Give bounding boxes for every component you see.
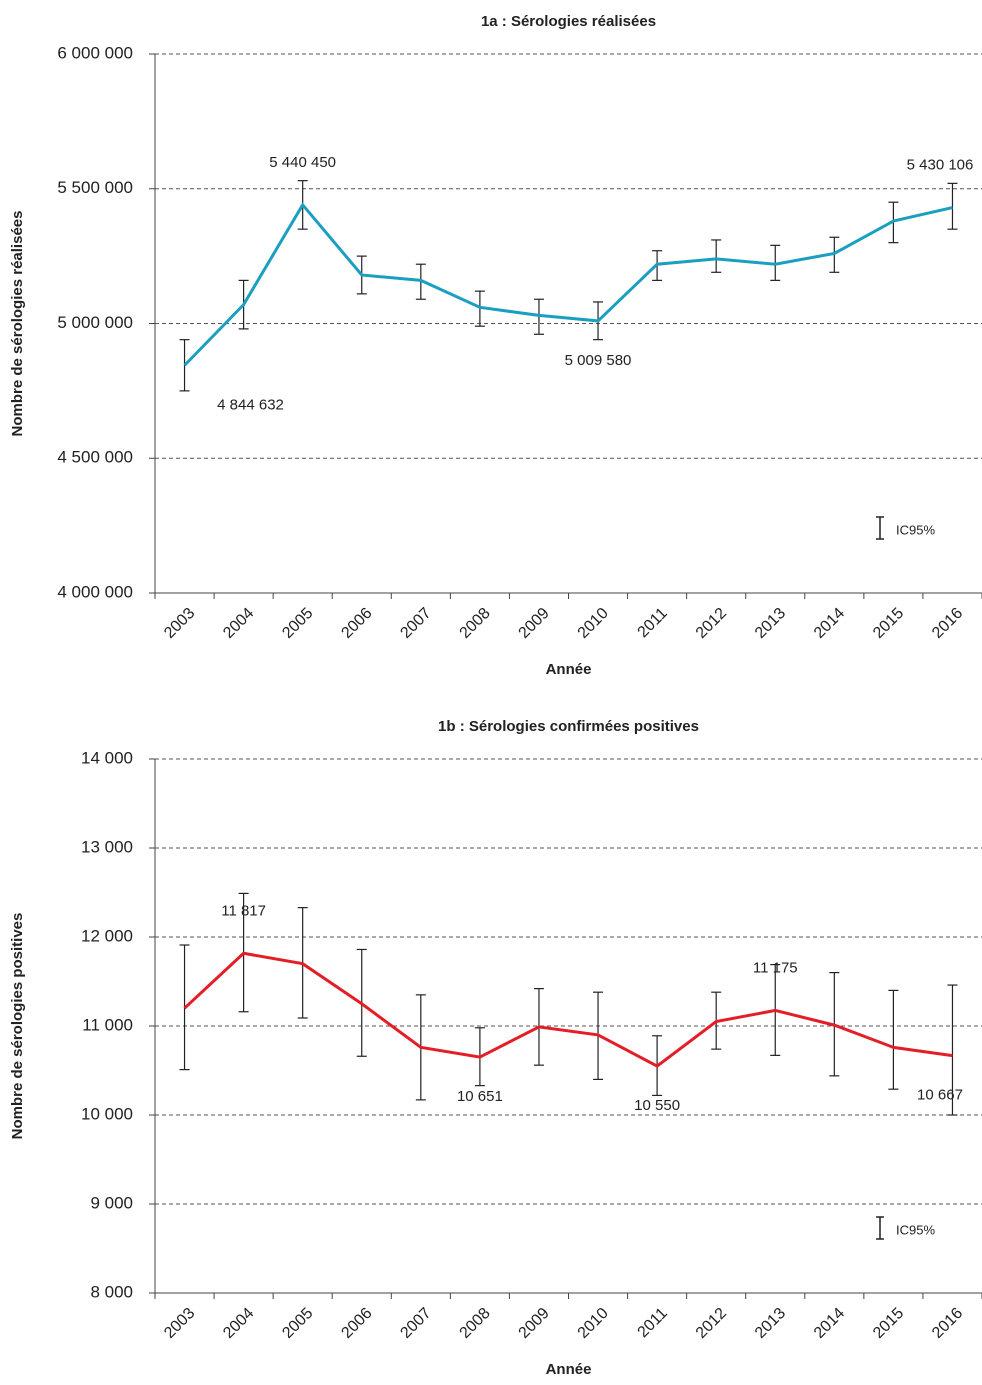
y-tick-label: 4 500 000 [57,448,133,467]
value-label: 11 175 [753,959,798,976]
x-tick-label: 2005 [279,605,316,642]
line [183,202,953,367]
value-label: 10 651 [457,1088,503,1105]
chart-title: 1b : Sérologies confirmées positives [438,718,699,735]
x-tick-label: 2006 [338,1305,375,1342]
x-tick-label: 2004 [220,1305,257,1342]
x-tick-label: 2012 [693,605,730,642]
error-bar [947,984,958,1116]
x-tick-label: 2009 [516,1305,553,1342]
y-tick-label: 6 000 000 [57,43,133,62]
y-axis-label: Nombre de sérologies réalisées [9,211,26,437]
x-tick-label: 2013 [752,1305,789,1342]
x-tick-label: 2012 [693,1305,730,1342]
error-bar [888,989,899,1090]
x-tick-label: 2008 [457,605,494,642]
line [183,951,953,1068]
value-label: 4 844 632 [217,396,284,413]
legend-label: IC95% [896,1222,935,1237]
value-label: 5 440 450 [269,154,336,171]
x-tick-label: 2015 [870,605,907,642]
x-tick-label: 2006 [338,605,375,642]
x-tick-label: 2016 [929,605,966,642]
y-axis-label: Nombre de sérologies positives [9,913,26,1140]
x-tick-label: 2007 [397,605,434,642]
x-tick-label: 2007 [397,1305,434,1342]
x-tick-label: 2003 [161,605,198,642]
x-tick-label: 2014 [811,605,848,642]
y-tick-label: 4 000 000 [57,582,133,601]
x-tick-label: 2010 [575,605,612,642]
value-label: 10 550 [634,1097,680,1114]
y-tick-label: 5 000 000 [57,313,133,332]
x-tick-label: 2005 [279,1305,316,1342]
x-tick-label: 2003 [161,1305,198,1342]
value-label: 11 817 [221,902,266,919]
x-axis-label: Année [546,1361,592,1378]
legend-label: IC95% [896,522,935,537]
value-label: 5 009 580 [565,352,632,369]
x-tick-label: 2016 [929,1305,966,1342]
value-label: 5 430 106 [907,157,974,174]
y-tick-label: 14 000 [81,748,133,767]
x-tick-label: 2011 [635,1305,671,1341]
x-tick-label: 2011 [635,605,671,641]
y-tick-label: 8 000 [90,1282,133,1301]
y-tick-label: 5 500 000 [57,178,133,197]
x-tick-label: 2015 [870,1305,907,1342]
y-tick-label: 11 000 [82,1015,133,1034]
y-tick-label: 10 000 [81,1104,133,1123]
x-axis-label: Année [546,661,592,678]
error-bar [947,182,958,230]
y-tick-label: 13 000 [81,837,133,856]
x-tick-label: 2010 [575,1305,612,1342]
y-tick-label: 9 000 [90,1193,133,1212]
error-bar [711,239,722,273]
x-tick-label: 2004 [220,605,257,642]
x-tick-label: 2009 [516,605,553,642]
x-tick-label: 2013 [752,605,789,642]
x-tick-label: 2014 [811,1305,848,1342]
y-tick-label: 12 000 [81,926,133,945]
x-tick-label: 2008 [457,1305,494,1342]
chart-title: 1a : Sérologies réalisées [481,13,656,30]
value-label: 10 667 [917,1087,963,1104]
